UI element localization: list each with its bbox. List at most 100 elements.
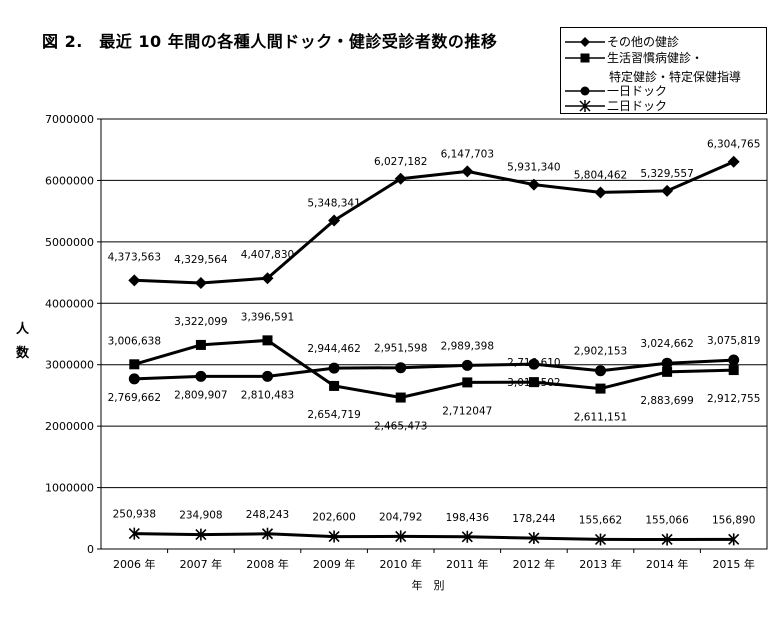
data-label-two-day-dock: 234,908 [179,510,222,522]
data-point-two-day-dock [328,530,340,543]
y-tick-label: 0 [87,543,94,556]
data-label-lifestyle-checkups: 2,654,719 [307,409,360,421]
chart-title: 図 2. 最近 10 年間の各種人間ドック・健診受診者数の推移 [42,32,498,51]
data-label-one-day-dock: 2,989,398 [441,340,494,352]
legend-item-two-day-dock: 二日ドック [561,98,766,114]
data-point-lifestyle-checkups [195,339,206,350]
data-label-one-day-dock: 2,902,153 [574,346,627,358]
data-label-two-day-dock: 178,244 [512,513,556,525]
data-label-lifestyle-checkups: 2,883,699 [640,395,693,407]
x-tick-label: 2014 年 [646,557,689,571]
data-label-two-day-dock: 248,243 [246,509,289,521]
data-label-lifestyle-checkups: 2,465,473 [374,421,427,433]
data-label-one-day-dock: 2,769,662 [108,392,161,404]
legend-label-other-checkups: その他の健診 [607,35,680,49]
chart-legend: その他の健診 生活習慣病健診・ 特定健診・特定保健指導 一日ドック 二日ドック [560,27,767,114]
data-point-other-checkups [461,165,474,178]
x-tick-label: 2009 年 [313,557,356,571]
legend-item-lifestyle-checkups: 生活習慣病健診・ [561,50,766,66]
data-label-two-day-dock: 198,436 [446,512,490,524]
legend-marker-diamond [565,37,605,47]
data-label-lifestyle-checkups: 2,912,755 [707,393,760,405]
data-point-other-checkups [328,214,341,227]
y-tick-label: 2000000 [45,420,94,433]
data-point-two-day-dock [195,528,207,541]
y-axis-label-char-1: 人 [16,322,30,337]
legend-marker-circle [565,86,605,96]
data-label-other-checkups: 6,147,703 [441,148,494,160]
data-label-two-day-dock: 202,600 [312,512,355,524]
data-label-other-checkups: 5,931,340 [507,162,560,174]
data-point-lifestyle-checkups [129,359,140,370]
plot-area-border [100,118,768,550]
y-tick-label: 3000000 [45,359,94,372]
legend-marker-asterisk [565,100,605,112]
data-point-one-day-dock [528,358,540,370]
x-tick-label: 2010 年 [379,557,422,571]
data-point-two-day-dock [461,530,473,543]
legend-label-one-day-dock: 一日ドック [607,84,668,98]
data-label-other-checkups: 5,804,462 [574,169,627,181]
x-tick-label: 2012 年 [513,557,556,571]
x-tick-label: 2015 年 [712,557,755,571]
data-point-two-day-dock [395,530,407,543]
data-point-lifestyle-checkups [662,366,673,377]
data-label-one-day-dock: 3,075,819 [707,335,760,347]
data-label-other-checkups: 6,027,182 [374,156,427,168]
data-label-one-day-dock: 3,010,502 [507,377,560,389]
data-label-one-day-dock: 2,809,907 [174,389,227,401]
data-label-other-checkups: 4,373,563 [108,251,161,263]
legend-marker-square [565,53,605,63]
y-tick-label: 4000000 [45,297,94,310]
data-point-lifestyle-checkups [595,383,606,394]
data-point-one-day-dock [728,354,740,366]
data-point-lifestyle-checkups [329,380,340,391]
data-point-other-checkups [128,274,141,287]
data-point-other-checkups [261,272,274,285]
data-point-two-day-dock [261,527,274,540]
data-label-two-day-dock: 156,890 [712,514,755,526]
data-point-lifestyle-checkups [262,335,273,346]
data-point-other-checkups [727,155,740,168]
legend-label-two-day-dock: 二日ドック [607,99,668,113]
data-label-one-day-dock: 3,024,662 [640,338,693,350]
x-tick-label: 2013 年 [579,557,622,571]
series-line-lifestyle-checkups [133,338,734,399]
data-label-two-day-dock: 204,792 [379,511,422,523]
data-label-two-day-dock: 250,938 [113,509,156,521]
data-point-two-day-dock [528,532,540,545]
data-point-other-checkups [661,184,674,197]
series-line-other-checkups [134,160,735,285]
data-point-other-checkups [594,186,607,199]
data-point-one-day-dock [395,362,407,374]
data-point-lifestyle-checkups [528,377,539,388]
data-point-two-day-dock [594,533,607,546]
data-point-one-day-dock [128,373,140,385]
data-label-other-checkups: 4,329,564 [174,254,228,266]
data-point-lifestyle-checkups [395,392,406,403]
series-line-one-day-dock [134,358,734,381]
data-label-one-day-dock: 2,951,598 [374,343,427,355]
data-point-one-day-dock [195,370,207,382]
legend-label-lifestyle-checkups: 生活習慣病健診・ [607,51,704,65]
data-label-two-day-dock: 155,066 [645,514,689,526]
legend-label-lifestyle-checkups-line2: 特定健診・特定保健指導 [609,70,742,84]
data-label-one-day-dock: 2,810,483 [241,389,294,401]
x-tick-label: 2008 年 [246,557,289,571]
legend-item-one-day-dock: 一日ドック [561,83,766,99]
data-label-other-checkups: 5,348,341 [307,197,360,209]
y-axis-label-char-2: 数 [16,346,30,361]
data-label-two-day-dock: 155,662 [579,514,622,526]
data-label-lifestyle-checkups: 3,006,638 [108,335,161,347]
data-point-two-day-dock [128,527,140,540]
legend-item-other-checkups: その他の健診 [561,34,766,50]
x-axis-title: 年 別 [412,578,445,592]
data-label-lifestyle-checkups: 2,611,151 [574,412,627,424]
data-point-two-day-dock [728,533,740,546]
data-point-other-checkups [394,172,407,185]
data-label-lifestyle-checkups: 2,712047 [442,405,492,417]
data-point-one-day-dock [595,365,606,377]
data-label-lifestyle-checkups: 3,396,591 [241,311,294,323]
